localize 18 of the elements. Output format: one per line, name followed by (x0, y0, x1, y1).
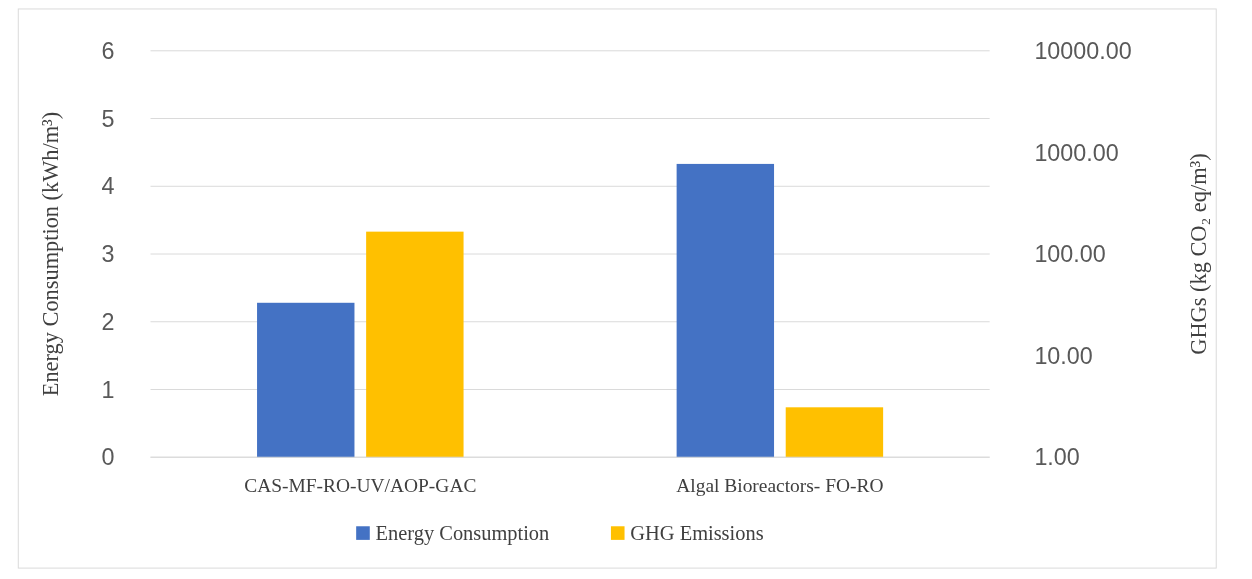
y-tick-label: 6 (101, 37, 115, 64)
x-tick-label: CAS-MF-RO-UV/AOP-GAC (244, 475, 477, 497)
y2-tick-label: 10.00 (1034, 342, 1093, 369)
y-tick-label: 2 (101, 308, 115, 335)
legend-label: GHG Emissions (630, 522, 764, 545)
y-tick-label: 0 (101, 444, 115, 471)
x-tick-label: Algal Bioreactors- FO-RO (676, 475, 884, 497)
y2-axis-title: GHGs (kg CO₂ eq/m³) (1185, 153, 1211, 355)
y-tick-label: 1 (101, 376, 115, 403)
y-tick-label: 4 (101, 173, 115, 200)
y-tick-label: 3 (101, 241, 115, 268)
y-tick-label: 5 (101, 105, 115, 132)
y2-tick-label: 10000.00 (1034, 37, 1132, 64)
y2-tick-label: 100.00 (1034, 241, 1106, 268)
legend-label: Energy Consumption (375, 522, 550, 546)
y2-tick-label: 1.00 (1034, 444, 1080, 471)
y2-tick-label: 1000.00 (1034, 139, 1119, 166)
y-axis-title: Energy Consumption (kWh/m³) (38, 111, 64, 397)
